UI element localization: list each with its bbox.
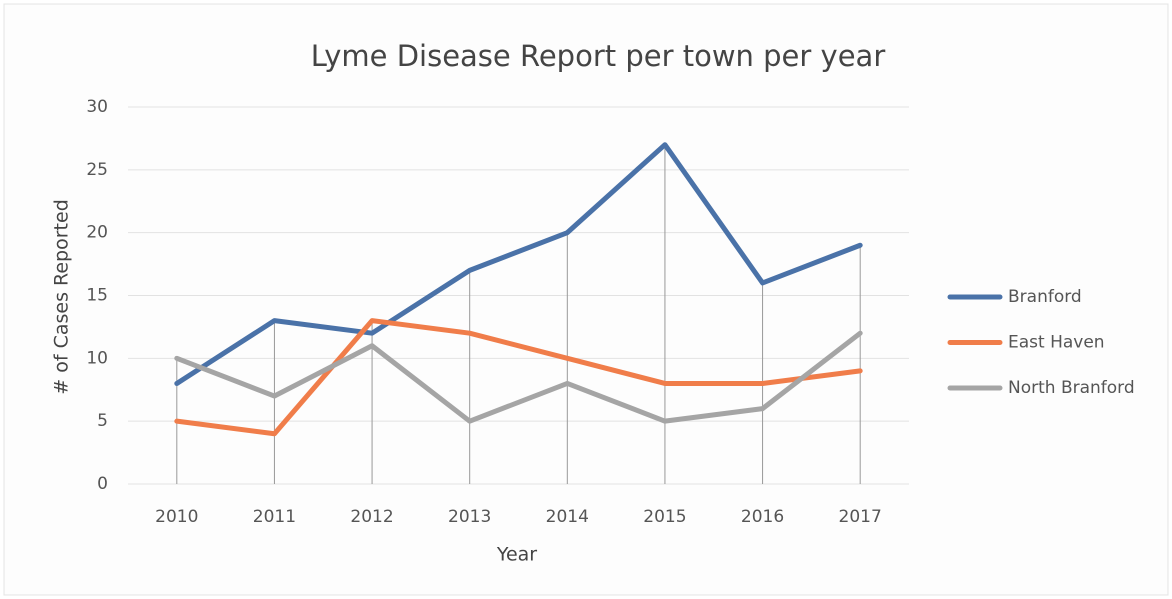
y-axis-label: # of Cases Reported [51,199,73,394]
x-tick-label: 2013 [448,507,491,527]
y-tick-label: 0 [97,474,108,494]
legend-label: North Branford [1008,378,1135,398]
y-tick-label: 5 [97,411,108,431]
x-tick-label: 2011 [253,507,296,527]
x-axis-label: Year [496,544,537,566]
x-tick-label: 2017 [839,507,882,527]
y-tick-label: 25 [86,160,108,180]
x-tick-label: 2014 [546,507,589,527]
series-line [174,330,863,424]
y-tick-label: 15 [86,286,108,306]
x-tick-label: 2015 [643,507,686,527]
y-tick-label: 30 [86,97,108,117]
x-tick-label: 2012 [350,507,393,527]
legend-label: Branford [1008,287,1082,307]
y-tick-label: 20 [86,223,108,243]
y-tick-label: 10 [86,348,108,368]
x-tick-label: 2016 [741,507,784,527]
x-tick-label: 2010 [155,507,198,527]
legend-label: East Haven [1008,333,1105,353]
chart-title: Lyme Disease Report per town per year [311,39,886,73]
series-line [174,318,863,437]
series-line [174,142,863,386]
